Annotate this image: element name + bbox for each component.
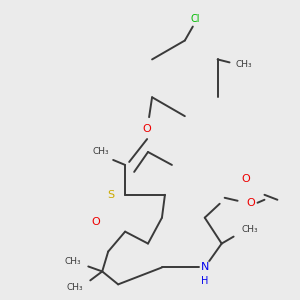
Text: O: O — [241, 174, 250, 184]
Text: N: N — [201, 262, 209, 272]
Text: CH₃: CH₃ — [235, 60, 252, 69]
Text: CH₃: CH₃ — [93, 148, 110, 157]
Text: CH₃: CH₃ — [64, 257, 81, 266]
Text: O: O — [143, 124, 152, 134]
Text: Cl: Cl — [190, 14, 200, 24]
Text: CH₃: CH₃ — [241, 225, 258, 234]
Text: O: O — [246, 198, 255, 208]
Text: S: S — [108, 190, 115, 200]
Text: H: H — [201, 276, 208, 286]
Text: CH₃: CH₃ — [66, 283, 83, 292]
Text: O: O — [91, 217, 100, 227]
